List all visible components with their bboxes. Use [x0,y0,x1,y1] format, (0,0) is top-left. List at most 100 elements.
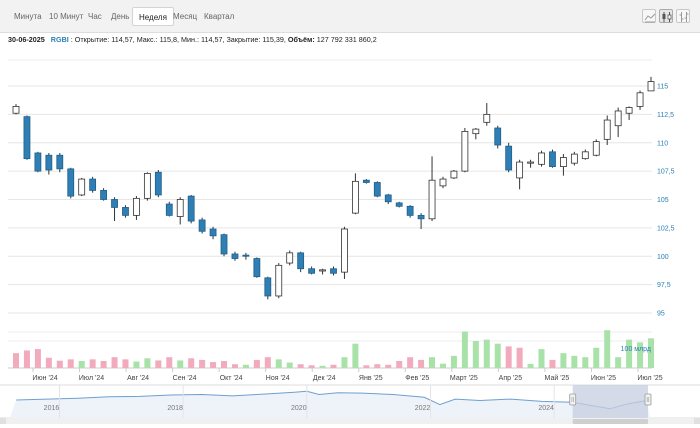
candle[interactable] [472,127,480,140]
candle[interactable] [362,179,370,184]
candle[interactable] [417,213,425,230]
candle[interactable] [384,193,392,205]
candle-body [187,195,195,222]
candle[interactable] [122,205,129,218]
tab-quarter[interactable]: Квартал [204,12,235,21]
candle[interactable] [341,226,348,279]
candle[interactable] [330,266,337,276]
tab-minute[interactable]: Минута [14,12,42,21]
candle[interactable] [516,159,524,190]
navigator[interactable]: 2016 2018 2020 2022 2024 [0,384,700,424]
candle[interactable] [176,197,184,225]
candle[interactable] [143,172,151,201]
candle[interactable] [428,156,436,222]
scrollbar-right-arrow[interactable] [694,418,700,424]
y-tick-label: 105 [657,197,669,204]
info-high-label: Макс.: [136,35,158,44]
volume-bar [330,364,337,368]
candle[interactable] [12,104,20,115]
candle[interactable] [373,181,381,198]
candle[interactable] [308,266,316,275]
candle[interactable] [286,250,294,266]
candle[interactable] [351,173,359,215]
candle[interactable] [395,201,403,208]
candles-series[interactable] [12,76,655,300]
candle[interactable] [242,252,250,260]
candle[interactable] [220,233,228,257]
navigator-area [10,391,650,418]
candle[interactable] [483,103,491,126]
ohlc-button[interactable] [676,9,690,23]
candle[interactable] [187,194,195,224]
candle[interactable] [614,107,622,138]
candle[interactable] [154,169,162,198]
volume-bar [396,360,403,368]
candle[interactable] [592,139,600,157]
candle[interactable] [505,142,513,173]
x-tick-label: Авг '24 [127,375,149,382]
candle[interactable] [198,217,206,234]
candle[interactable] [67,167,75,199]
candle[interactable] [231,251,239,261]
candle-body [581,151,589,160]
candle-body [614,110,622,127]
navigator-handle[interactable] [644,393,652,406]
candle[interactable] [538,150,545,167]
candle[interactable] [549,149,556,168]
candle[interactable] [439,176,447,189]
candle[interactable] [625,106,633,121]
price-chart[interactable]: 95 97,5 100 102,5 105 107,5 110 112,5 115 100 мл… [0,48,700,428]
tab-hour[interactable]: Час [88,12,102,21]
candle[interactable] [111,197,118,222]
candle[interactable] [133,196,140,220]
scrollbar-left-arrow[interactable] [0,418,6,424]
candle[interactable] [23,115,31,160]
candle[interactable] [89,176,97,193]
candle[interactable] [264,276,272,300]
candle[interactable] [560,154,567,176]
candle[interactable] [209,226,217,240]
candle-body [122,207,129,216]
candle[interactable] [494,125,502,149]
scrollbar-track[interactable] [0,418,700,424]
navigator-selection[interactable] [572,385,648,418]
x-tick-label: Янв '25 [359,375,383,382]
candle[interactable] [636,90,644,110]
candle[interactable] [450,169,458,180]
candle[interactable] [570,151,578,166]
candle-body [242,254,250,257]
candle[interactable] [406,205,414,218]
candle[interactable] [461,127,469,173]
tab-10-minutes[interactable]: 10 Минут [49,12,84,21]
candle-body [154,171,162,196]
tab-month[interactable]: Месяц [173,12,198,21]
candle-body [592,141,600,156]
candle[interactable] [165,201,173,217]
candle[interactable] [275,263,283,299]
candle[interactable] [56,152,64,173]
candle[interactable] [527,159,534,168]
candle[interactable] [603,115,611,146]
candle[interactable] [647,76,655,92]
area-chart-button[interactable] [642,9,656,23]
candle[interactable] [319,268,326,275]
volume-bar [648,338,654,368]
candle[interactable] [45,152,53,175]
volume-bar [407,357,414,368]
tab-day[interactable]: День [111,12,130,21]
volume-bar [363,365,370,368]
navigator-handle[interactable] [569,393,577,406]
candle[interactable] [253,257,261,278]
candle[interactable] [581,149,589,160]
candle[interactable] [78,177,86,197]
candlestick-button[interactable] [659,9,673,23]
candle[interactable] [100,188,107,201]
scrollbar-thumb[interactable] [572,419,648,424]
tab-week[interactable]: Неделя [132,7,174,26]
navigator-year-label: 2022 [415,405,431,412]
volume-series[interactable] [13,330,654,368]
candle[interactable] [34,151,42,173]
candle[interactable] [297,251,305,273]
volume-bar [166,357,173,368]
